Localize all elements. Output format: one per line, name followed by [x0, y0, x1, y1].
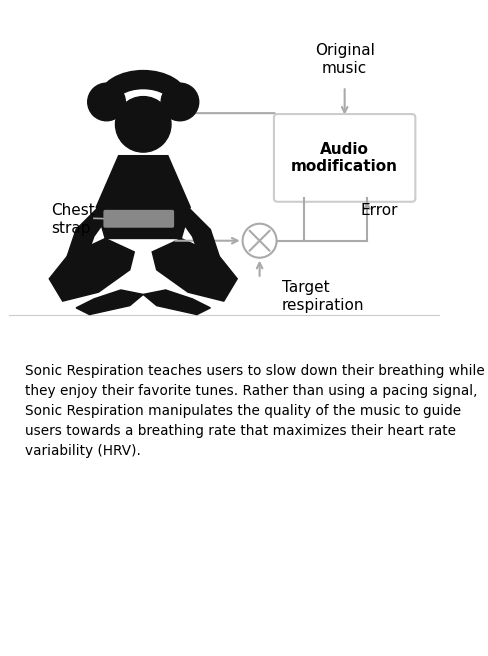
Text: Sonic Respiration teaches users to slow down their breathing while they enjoy th: Sonic Respiration teaches users to slow … — [24, 364, 485, 458]
Text: Chest
strap: Chest strap — [51, 203, 95, 236]
Polygon shape — [96, 155, 190, 239]
Polygon shape — [67, 209, 105, 261]
FancyBboxPatch shape — [103, 210, 174, 228]
FancyBboxPatch shape — [274, 114, 415, 202]
Text: Original
music: Original music — [315, 43, 375, 75]
Text: Target
respiration: Target respiration — [282, 281, 365, 313]
Polygon shape — [181, 209, 219, 261]
Polygon shape — [49, 239, 134, 301]
Circle shape — [88, 83, 125, 121]
Text: Audio
modification: Audio modification — [291, 142, 398, 174]
Circle shape — [243, 224, 277, 258]
Text: Error: Error — [360, 203, 398, 218]
Polygon shape — [143, 290, 210, 315]
Polygon shape — [152, 239, 237, 301]
Circle shape — [161, 83, 199, 121]
Polygon shape — [76, 290, 143, 315]
Circle shape — [116, 96, 171, 152]
